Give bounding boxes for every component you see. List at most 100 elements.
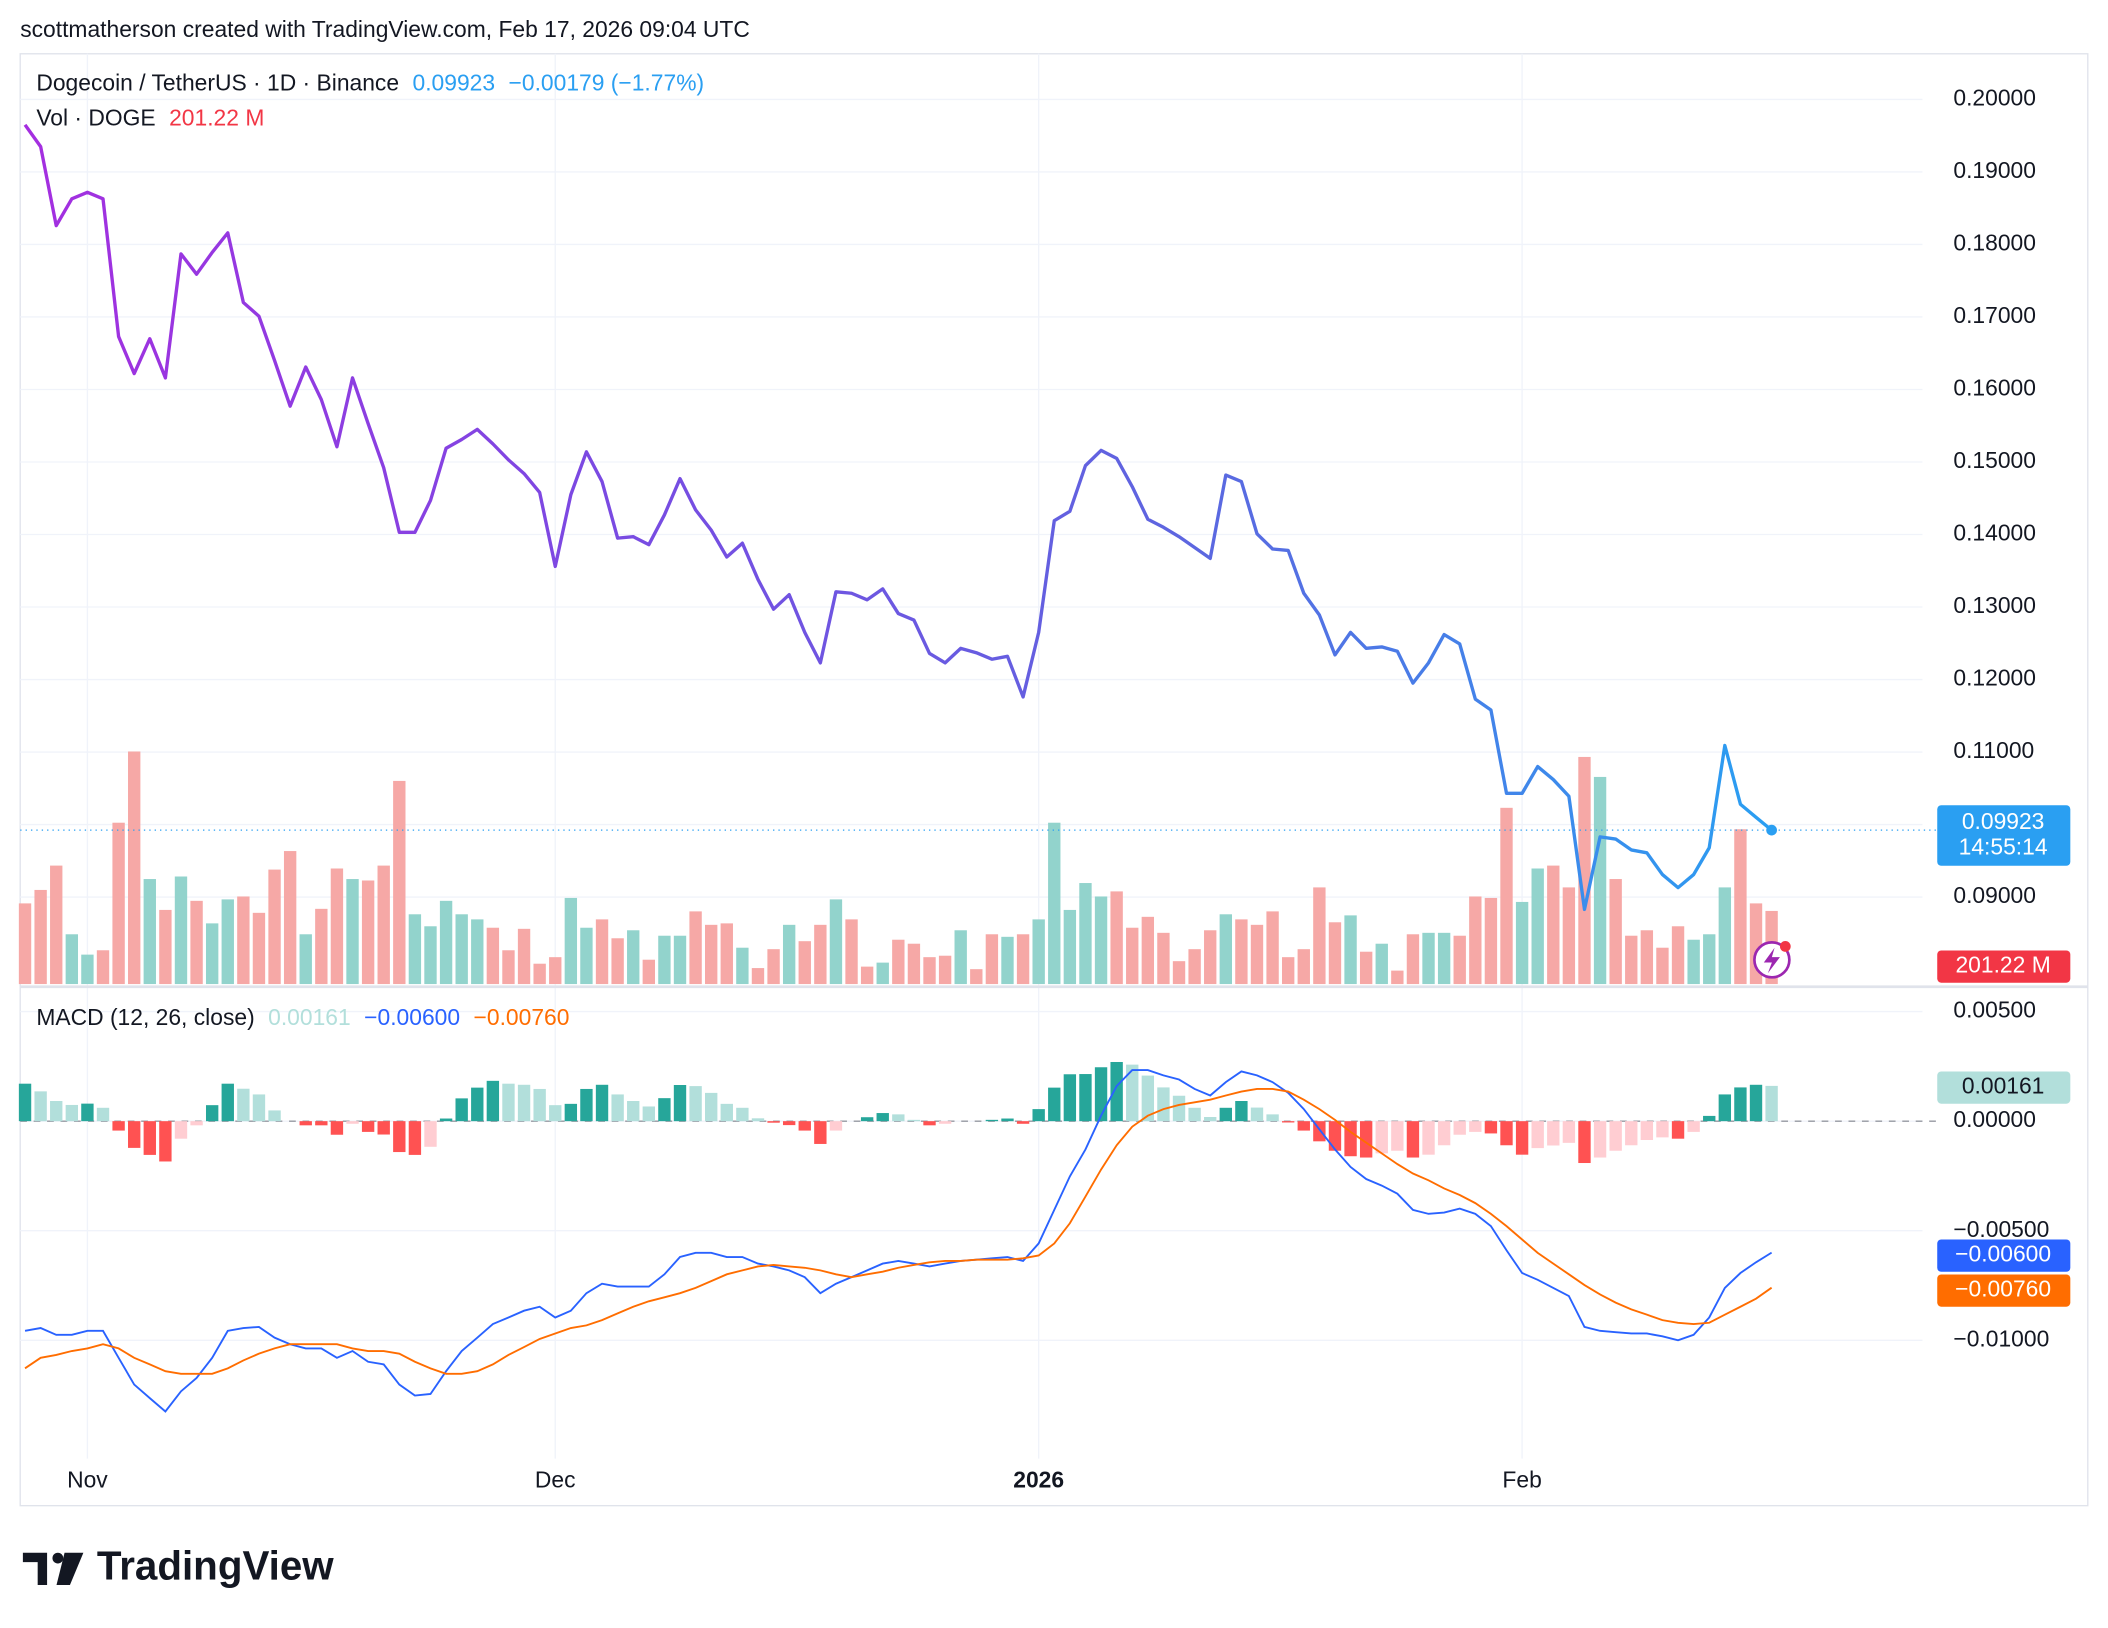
- histogram-bar: [502, 1083, 515, 1122]
- histogram-bar: [346, 1121, 359, 1124]
- y-tick-label: 0.14000: [1953, 520, 2036, 546]
- x-tick-label: Nov: [67, 1466, 108, 1492]
- volume-bar: [907, 943, 921, 985]
- axis-badge: [1937, 1239, 2071, 1272]
- volume-bar: [1001, 936, 1014, 985]
- histogram-bar: [1515, 1121, 1529, 1155]
- volume-bar: [1172, 961, 1186, 985]
- histogram-bar: [736, 1107, 749, 1122]
- volume-bar: [1422, 932, 1435, 985]
- histogram-bar: [938, 1121, 952, 1124]
- volume-bar: [112, 822, 125, 985]
- histogram-bar: [1219, 1107, 1232, 1122]
- volume-bar: [1063, 909, 1077, 985]
- axis-badge-label: −0.00760: [1955, 1276, 2051, 1302]
- y-tick-label: 0.13000: [1953, 592, 2036, 618]
- histogram-bar: [1094, 1067, 1108, 1122]
- volume-bar: [658, 935, 671, 985]
- volume-bar: [1625, 935, 1638, 985]
- histogram-bar: [1282, 1121, 1295, 1123]
- histogram-bar: [720, 1103, 733, 1122]
- volume-bar: [346, 879, 359, 985]
- volume-bar: [315, 908, 328, 985]
- volume-bar: [393, 780, 406, 985]
- histogram-bar: [1703, 1115, 1716, 1122]
- histogram-bar: [34, 1091, 47, 1122]
- histogram-bar: [1406, 1121, 1420, 1158]
- histogram-bar: [330, 1121, 344, 1135]
- histogram-bar: [1469, 1121, 1482, 1132]
- histogram-bar: [1687, 1121, 1700, 1132]
- histogram-bar: [112, 1121, 125, 1131]
- histogram-bar: [1250, 1107, 1264, 1122]
- histogram-bar: [1126, 1064, 1139, 1122]
- volume-bar: [845, 919, 858, 985]
- volume-bar: [1547, 865, 1560, 985]
- volume-bar: [689, 911, 702, 985]
- histogram-bar: [486, 1080, 500, 1122]
- axis-badge: [1937, 1274, 2071, 1307]
- volume-bar: [1188, 949, 1201, 985]
- volume-bar: [205, 923, 219, 985]
- histogram-bar: [1328, 1121, 1342, 1151]
- volume-bar: [1469, 896, 1482, 985]
- volume-bar: [1718, 887, 1732, 985]
- histogram-bar: [1531, 1121, 1544, 1149]
- volume-bar: [767, 949, 780, 985]
- volume-bar: [1313, 887, 1326, 985]
- histogram-bar: [439, 1118, 453, 1122]
- volume-bar: [65, 934, 79, 985]
- volume-bar: [1235, 919, 1248, 985]
- histogram-bar: [205, 1105, 219, 1122]
- histogram-bar: [1016, 1121, 1030, 1124]
- histogram-bar: [1048, 1087, 1061, 1122]
- y-tick-label: 0.18000: [1953, 230, 2036, 256]
- volume-bar: [81, 954, 94, 985]
- volume-bar: [1484, 897, 1498, 985]
- x-tick-label: Feb: [1502, 1466, 1541, 1492]
- macd-line: [24, 1069, 1773, 1413]
- histogram-bar: [689, 1086, 702, 1122]
- volume-bar: [954, 930, 967, 985]
- axis-badge: [1937, 950, 2071, 983]
- volume-legend: Vol · DOGE 201.22 M: [36, 105, 264, 131]
- volume-bar: [1609, 879, 1622, 985]
- histogram-bar: [1032, 1109, 1045, 1122]
- histogram-bar: [1734, 1087, 1747, 1122]
- y-tick-label: 0.16000: [1953, 375, 2036, 401]
- volume-bar: [190, 900, 203, 985]
- histogram-bar: [1001, 1118, 1014, 1122]
- histogram-bar: [533, 1088, 546, 1122]
- histogram-bar: [580, 1088, 593, 1122]
- symbol-title: Dogecoin / TetherUS · 1D · Binance: [36, 70, 399, 96]
- macd-legend: MACD (12, 26, close) 0.00161 −0.00600 −0.00…: [36, 1004, 569, 1030]
- volume-bar: [705, 924, 718, 985]
- histogram-bar: [1235, 1101, 1248, 1122]
- histogram-bar: [1749, 1084, 1763, 1122]
- volume-bar: [1734, 829, 1747, 985]
- histogram-bar: [237, 1088, 250, 1122]
- volume-bar: [18, 903, 32, 985]
- volume-bar: [673, 935, 687, 985]
- volume-bar: [736, 947, 749, 985]
- volume-bar: [892, 939, 905, 985]
- histogram-bar: [611, 1094, 624, 1122]
- axis-badge-label: 0.00161: [1962, 1073, 2045, 1099]
- volume-bar: [439, 900, 453, 985]
- histogram-bar: [1172, 1095, 1186, 1122]
- volume-bar: [252, 912, 266, 985]
- histogram-bar: [18, 1083, 32, 1122]
- volume-bar: [829, 899, 843, 985]
- volume-bar: [1671, 926, 1685, 985]
- histogram-bar: [1640, 1121, 1654, 1141]
- axis-badge-label: 0.09923: [1962, 808, 2045, 834]
- histogram-bar: [564, 1103, 578, 1122]
- volume-bar: [471, 919, 484, 985]
- histogram-bar: [642, 1106, 655, 1122]
- histogram-bar: [798, 1121, 811, 1131]
- histogram-bar: [1562, 1121, 1576, 1143]
- histogram-bar: [221, 1083, 234, 1122]
- histogram-bar: [1204, 1116, 1217, 1122]
- histogram-bar: [1079, 1074, 1092, 1122]
